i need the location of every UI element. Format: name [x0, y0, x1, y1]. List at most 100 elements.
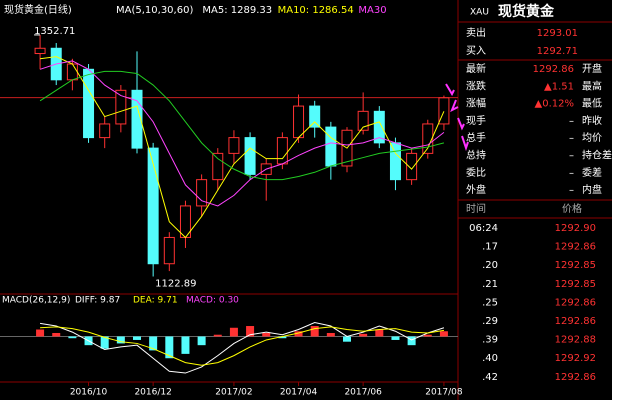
candle-body [115, 89, 127, 125]
candle-body [389, 142, 401, 181]
trade-time: 06:24 [469, 223, 498, 234]
indicator-label: MA5: 1289.33 [202, 5, 272, 16]
quote-label: 买入 [466, 45, 486, 57]
trade-time: .39 [482, 335, 498, 346]
candle-body [34, 47, 46, 55]
stat-label: 涨幅 [466, 97, 486, 110]
trades-header: 价格 [562, 202, 582, 215]
stat-label: 涨跌 [466, 79, 486, 92]
stat-field: 最高 [582, 79, 602, 92]
trade-price: 1292.86 [555, 242, 596, 253]
macd-bar [133, 336, 141, 340]
candle-body [325, 126, 337, 167]
macd-bar [213, 334, 222, 337]
trade-price: 1292.86 [555, 372, 596, 383]
stat-value: ▲1.51 [544, 81, 574, 92]
macd-label: MACD(26,12,9) [2, 296, 70, 306]
stat-label: 最新 [466, 62, 486, 75]
macd-bar [116, 336, 125, 344]
candle-body [99, 123, 111, 139]
moving-average [39, 70, 445, 181]
stat-field: 昨收 [582, 114, 602, 127]
trade-time: .40 [482, 353, 498, 364]
candle-body [422, 123, 434, 154]
low-label: 1122.89 [155, 278, 196, 289]
macd-bar [359, 333, 368, 337]
macd-bar [229, 327, 238, 337]
macd-bar [149, 336, 158, 351]
stat-label: 总手 [466, 131, 486, 144]
quote-value: 1292.71 [537, 46, 578, 57]
stat-value: – [569, 151, 574, 162]
stat-label: 总持 [466, 149, 486, 162]
macd-line [39, 322, 445, 374]
stat-value: – [569, 185, 574, 196]
quote-value: 1293.01 [537, 28, 578, 39]
stat-label: 委比 [466, 166, 486, 179]
stat-field: 委差 [582, 166, 602, 179]
candle-body [83, 68, 95, 139]
trade-time: .20 [482, 260, 498, 271]
candle-body [196, 179, 208, 207]
stat-label: 现手 [466, 114, 486, 127]
macd-label: DEA: 9.71 [133, 296, 178, 306]
trade-time: .21 [482, 279, 498, 290]
candle-body [293, 105, 305, 139]
macd-bar [36, 329, 45, 337]
candle-body [309, 105, 321, 128]
candle-body [357, 110, 369, 131]
trades-header: 时间 [466, 202, 486, 215]
macd-bar [68, 336, 77, 339]
trade-time: .29 [482, 316, 498, 327]
candle-body [438, 97, 450, 125]
x-tick-label: 2017/08 [425, 388, 463, 398]
trade-price: 1292.86 [555, 316, 596, 327]
high-label: 1352.71 [34, 26, 75, 37]
candle-body [147, 147, 159, 265]
x-tick-label: 2016/12 [134, 388, 171, 398]
trade-price: 1292.86 [555, 297, 596, 308]
stat-field: 持仓差 [582, 149, 612, 162]
trade-time: .17 [482, 242, 498, 253]
moving-average [40, 56, 445, 239]
x-tick-label: 2017/06 [344, 388, 382, 398]
stat-field: 最低 [582, 97, 602, 110]
macd-bar [278, 336, 287, 339]
stat-value: – [569, 168, 574, 179]
x-tick-label: 2016/10 [70, 388, 108, 398]
indicator-label: MA30 [358, 5, 386, 16]
macd-bar [343, 336, 351, 342]
trade-time: .25 [482, 297, 498, 308]
candle-body [406, 152, 418, 181]
stat-field: 开盘 [582, 62, 602, 75]
indicator-label: MA10: 1286.54 [278, 5, 354, 16]
x-tick-label: 2017/04 [280, 388, 318, 398]
macd-bar [165, 336, 174, 359]
candle-body [163, 236, 175, 265]
macd-line [40, 326, 445, 366]
candle-body [131, 89, 143, 149]
x-tick-label: 2017/02 [215, 388, 252, 398]
macd-bar [439, 331, 448, 337]
stat-value: – [569, 116, 574, 127]
macd-bar [294, 331, 303, 337]
trade-price: 1292.85 [555, 260, 596, 271]
macd-bar [197, 336, 206, 346]
instrument-name: 现货黄金 [498, 3, 555, 20]
macd-label: DIFF: 9.87 [75, 296, 120, 306]
trade-price: 1292.88 [555, 335, 596, 346]
stat-field: 均价 [582, 132, 602, 144]
stat-value: 1292.86 [533, 64, 574, 75]
price-arrows [445, 83, 469, 152]
stat-value: – [569, 133, 574, 144]
moving-average [39, 60, 445, 207]
macd-bar [100, 336, 109, 349]
stat-field: 内盘 [582, 183, 602, 196]
stat-value: ▲0.12% [535, 99, 574, 110]
macd-bar [246, 326, 255, 337]
macd-bar [375, 329, 384, 337]
macd-bar [326, 332, 335, 337]
macd-label: MACD: 0.30 [186, 296, 239, 306]
macd-bar [52, 332, 61, 337]
macd-bar [310, 326, 319, 337]
